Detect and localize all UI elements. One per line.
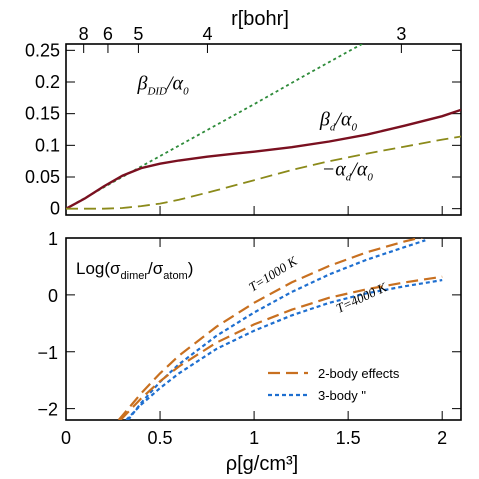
bottom-panel-title: Log(σdimer/σatom): [76, 259, 193, 282]
bottom-y-tick-label: 0: [48, 286, 58, 306]
bottom-x-tick-label: 1.5: [336, 428, 361, 448]
top-axis-tick-label: 4: [202, 24, 212, 44]
top-y-tick-label: 0.15: [25, 104, 60, 124]
x-axis-label: ρ[g/cm³]: [226, 453, 299, 475]
panel-title-text: Log(σdimer/σatom): [76, 259, 193, 282]
top-y-tick-label: 0.25: [25, 40, 60, 60]
bottom-legend: 2-body effects 3-body ": [268, 366, 400, 403]
bottom-panel-frame: [65, 237, 462, 421]
series-4000k-2-body: [119, 275, 443, 420]
top-y-tick-label: 0.1: [35, 135, 60, 155]
legend-label: 3-body ": [318, 388, 366, 403]
top-axis-tick-label: 6: [103, 24, 113, 44]
curve-label: T=4000 K: [334, 279, 390, 316]
bottom-x-tick-label: 1: [249, 428, 259, 448]
bottom-y-tick-label: −1: [37, 343, 58, 363]
series-annotation: −αd/α0: [322, 159, 374, 184]
top-y-tick-label: 0.05: [25, 167, 60, 187]
top-axis-label: r[bohr]: [231, 8, 289, 30]
bottom-series: [117, 238, 443, 420]
top-series: [66, 44, 461, 210]
bottom-y-tick-label: −2: [37, 400, 58, 420]
series-annotation: βDID/α0: [136, 73, 189, 98]
series-annotation: βd/α0: [319, 109, 358, 134]
series-beta-DID: [66, 44, 364, 210]
bottom-y-tick-label: 1: [48, 229, 58, 249]
bottom-x-tick-label: 0.5: [148, 428, 173, 448]
bottom-x-ticks: 0 0.5 1 1.5 2: [61, 238, 447, 448]
top-y-tick-label: 0.2: [35, 72, 60, 92]
top-axis-tick-label: 5: [133, 24, 143, 44]
top-y-tick-label: 0: [50, 199, 60, 219]
top-panel-frame: [65, 43, 462, 216]
series-minus-alpha-d: [66, 135, 461, 210]
bottom-panel: −2 −1 0 1 0 0.5 1 1.5 2 T=1000 K T=4000 K Log(σd…: [37, 229, 462, 475]
series-4000k-3-body: [125, 279, 443, 420]
bottom-x-tick-label: 0: [61, 428, 71, 448]
series-beta-d: [66, 108, 461, 210]
bottom-y-ticks: −2 −1 0 1: [37, 229, 461, 420]
top-annotations: βDID/α0 βd/α0 −αd/α0: [136, 73, 373, 184]
top-axis-tick-label: 8: [79, 24, 89, 44]
bottom-x-tick-label: 2: [437, 428, 447, 448]
series-1000k-2-body: [117, 238, 424, 420]
top-axis-tick-label: 3: [396, 24, 406, 44]
top-y-ticks: 0 0.05 0.1 0.15 0.2 0.25: [25, 40, 461, 219]
curve-label: T=1000 K: [246, 253, 301, 295]
legend-label: 2-body effects: [318, 366, 400, 381]
